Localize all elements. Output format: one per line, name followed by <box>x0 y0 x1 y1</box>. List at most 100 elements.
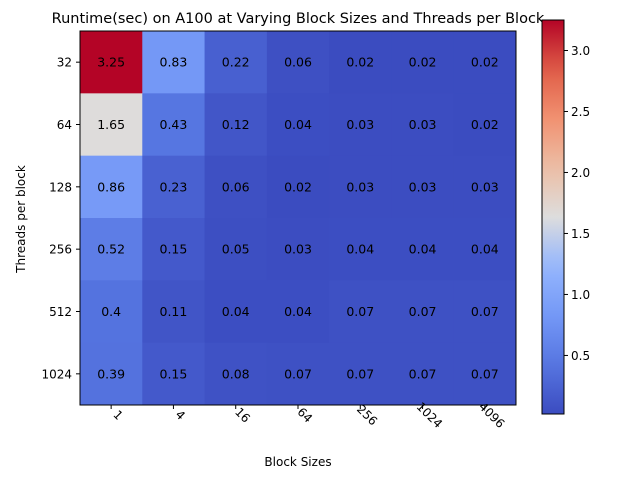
heatmap-cell <box>266 31 330 94</box>
heatmap-cell <box>391 280 455 344</box>
y-tick-label: 512 <box>49 305 72 319</box>
colorbar-ticks: 0.5 1.0 1.5 2.0 2.5 3.0 <box>564 44 590 363</box>
cell-value-label: 0.03 <box>346 117 374 132</box>
colorbar-tick-label: 0.5 <box>571 349 590 363</box>
heatmap-cell <box>453 31 517 94</box>
cell-value-label: 0.52 <box>97 242 125 257</box>
colorbar <box>541 19 565 415</box>
y-axis-label: Threads per block <box>14 165 28 274</box>
heatmap-cell <box>204 155 268 219</box>
cell-value-label: 0.04 <box>409 242 437 257</box>
y-tick-label: 256 <box>49 243 72 257</box>
cell-value-label: 0.02 <box>471 55 499 70</box>
cell-value-label: 0.03 <box>346 179 374 194</box>
cell-value-label: 0.06 <box>284 55 312 70</box>
heatmap-cell <box>142 31 206 94</box>
heatmap-cell <box>329 280 392 344</box>
x-tick-label: 1 <box>110 408 125 423</box>
heatmap-cell <box>204 218 268 281</box>
heatmap-cell <box>80 280 143 344</box>
heatmap-cell <box>142 280 206 344</box>
cell-value-label: 0.06 <box>222 179 250 194</box>
cell-value-label: 3.25 <box>97 55 125 70</box>
heatmap-cell <box>266 342 330 406</box>
heatmap-cell <box>329 342 392 406</box>
cell-value-label: 0.07 <box>471 304 499 319</box>
heatmap-cells <box>80 31 517 406</box>
heatmap-cell <box>204 31 268 94</box>
cell-value-label: 0.15 <box>160 242 188 257</box>
heatmap-cell <box>204 342 268 406</box>
cell-value-label: 0.04 <box>284 304 312 319</box>
chart-title: Runtime(sec) on A100 at Varying Block Si… <box>52 11 545 27</box>
heatmap-cell <box>329 31 392 94</box>
cell-value-label: 0.02 <box>409 55 437 70</box>
heatmap-cell <box>453 155 517 219</box>
heatmap-cell <box>266 93 330 157</box>
cell-value-label: 0.07 <box>471 366 499 381</box>
cell-value-label: 0.23 <box>160 179 188 194</box>
colorbar-tick-label: 2.0 <box>571 166 590 180</box>
heatmap-cell <box>142 93 206 157</box>
heatmap-cell <box>80 155 143 219</box>
cell-value-label: 0.4 <box>101 304 121 319</box>
y-tick-label: 1024 <box>41 367 72 381</box>
cell-value-label: 0.43 <box>160 117 188 132</box>
cell-value-label: 0.03 <box>409 117 437 132</box>
colorbar-tick-label: 2.5 <box>571 105 590 119</box>
heatmap-cell <box>391 93 455 157</box>
heatmap-cell <box>453 218 517 281</box>
y-tick-label: 64 <box>57 118 72 132</box>
cell-value-label: 0.05 <box>222 242 250 257</box>
cell-value-label: 0.07 <box>409 304 437 319</box>
cell-value-label: 0.15 <box>160 366 188 381</box>
cell-value-label: 0.04 <box>346 242 374 257</box>
heatmap-cell <box>266 155 330 219</box>
heatmap-cell <box>80 342 143 406</box>
colorbar-tick-label: 3.0 <box>571 44 590 58</box>
y-tick-label: 128 <box>49 180 72 194</box>
cell-value-label: 1.65 <box>97 117 125 132</box>
cell-value-label: 0.12 <box>222 117 250 132</box>
cell-value-label: 0.03 <box>284 242 312 257</box>
cell-value-label: 0.22 <box>222 55 250 70</box>
heatmap-cell <box>329 218 392 281</box>
heatmap-cell <box>142 342 206 406</box>
heatmap-cell <box>329 155 392 219</box>
heatmap-cell <box>80 218 143 281</box>
cell-value-label: 0.86 <box>97 179 125 194</box>
heatmap-cell <box>453 342 517 406</box>
cell-value-label: 0.07 <box>346 304 374 319</box>
cell-value-label: 0.03 <box>409 179 437 194</box>
heatmap-cell <box>266 280 330 344</box>
cell-value-label: 0.02 <box>284 179 312 194</box>
heatmap-cell <box>453 93 517 157</box>
heatmap-cell <box>204 280 268 344</box>
heatmap-cell <box>204 93 268 157</box>
heatmap-cell <box>142 218 206 281</box>
heatmap-cell <box>142 155 206 219</box>
y-axis-ticks: 32 64 128 256 512 1024 <box>41 56 80 381</box>
heatmap-cell-labels: 3.25 0.83 0.22 0.06 0.02 0.02 0.02 1.65 0.43 0.12… <box>97 55 499 382</box>
x-tick-label: 256 <box>354 402 380 428</box>
cell-value-label: 0.04 <box>222 304 250 319</box>
cell-value-label: 0.04 <box>471 242 499 257</box>
heatmap-cell <box>80 93 143 157</box>
cell-value-label: 0.02 <box>471 117 499 132</box>
x-axis-label: Block Sizes <box>264 455 331 469</box>
cell-value-label: 0.03 <box>471 179 499 194</box>
cell-value-label: 0.39 <box>97 366 125 381</box>
colorbar-tick-label: 1.0 <box>571 288 590 302</box>
cell-value-label: 0.07 <box>409 366 437 381</box>
cell-value-label: 0.11 <box>160 304 188 319</box>
heatmap-cell <box>391 155 455 219</box>
cell-value-label: 0.02 <box>346 55 374 70</box>
colorbar-tick-label: 1.5 <box>571 227 590 241</box>
heatmap-cell <box>453 280 517 344</box>
heatmap-cell <box>266 218 330 281</box>
cell-value-label: 0.08 <box>222 366 250 381</box>
x-tick-label: 4 <box>173 408 188 423</box>
cell-value-label: 0.04 <box>284 117 312 132</box>
cell-value-label: 0.83 <box>160 55 188 70</box>
